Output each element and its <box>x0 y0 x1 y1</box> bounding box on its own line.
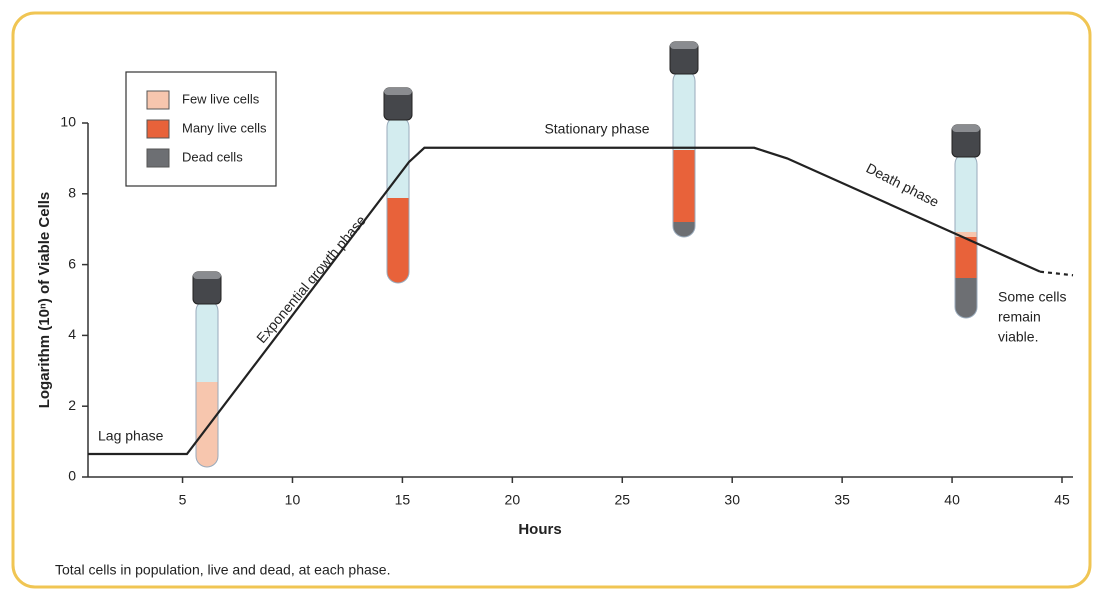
x-tick-label: 20 <box>505 492 521 508</box>
tube-cap-top <box>670 42 698 49</box>
legend-swatch <box>147 149 169 167</box>
y-tick-label: 6 <box>68 255 76 271</box>
tube-contents <box>196 382 218 467</box>
y-tick-label: 8 <box>68 185 76 201</box>
annotation: Lag phase <box>98 428 164 444</box>
annotation: Some cells <box>998 289 1066 305</box>
chart: Logarithm (10ⁿ) of Viable Cells Hours To… <box>0 0 1103 600</box>
y-tick-label: 2 <box>68 397 76 413</box>
page: Logarithm (10ⁿ) of Viable Cells Hours To… <box>0 0 1103 605</box>
x-axis-label: Hours <box>518 521 561 538</box>
legend-label: Many live cells <box>182 120 267 135</box>
y-tick-label: 4 <box>68 326 76 342</box>
caption: Total cells in population, live and dead… <box>55 562 390 578</box>
tube-contents <box>387 198 409 283</box>
x-tick-label: 30 <box>724 492 740 508</box>
y-tick-label: 10 <box>60 114 76 130</box>
tube-contents <box>673 150 695 222</box>
x-tick-label: 15 <box>395 492 411 508</box>
tube-cap-top <box>952 125 980 132</box>
x-tick-label: 10 <box>285 492 301 508</box>
test-tube <box>673 70 695 237</box>
y-axis-label: Logarithm (10ⁿ) of Viable Cells <box>36 192 53 409</box>
annotation: remain <box>998 309 1041 325</box>
legend-swatch <box>147 91 169 109</box>
legend-label: Dead cells <box>182 149 243 164</box>
tube-cap-top <box>384 88 412 95</box>
test-tube <box>196 300 218 467</box>
x-tick-label: 25 <box>614 492 630 508</box>
legend-label: Few live cells <box>182 91 260 106</box>
x-tick-label: 45 <box>1054 492 1070 508</box>
x-tick-label: 40 <box>944 492 960 508</box>
legend-swatch <box>147 120 169 138</box>
test-tube <box>387 116 409 283</box>
x-tick-label: 5 <box>179 492 187 508</box>
y-tick-label: 0 <box>68 468 76 484</box>
annotation: viable. <box>998 329 1038 345</box>
tube-contents <box>955 278 977 318</box>
x-tick-label: 35 <box>834 492 850 508</box>
annotation: Stationary phase <box>544 121 649 137</box>
tube-cap-top <box>193 272 221 279</box>
